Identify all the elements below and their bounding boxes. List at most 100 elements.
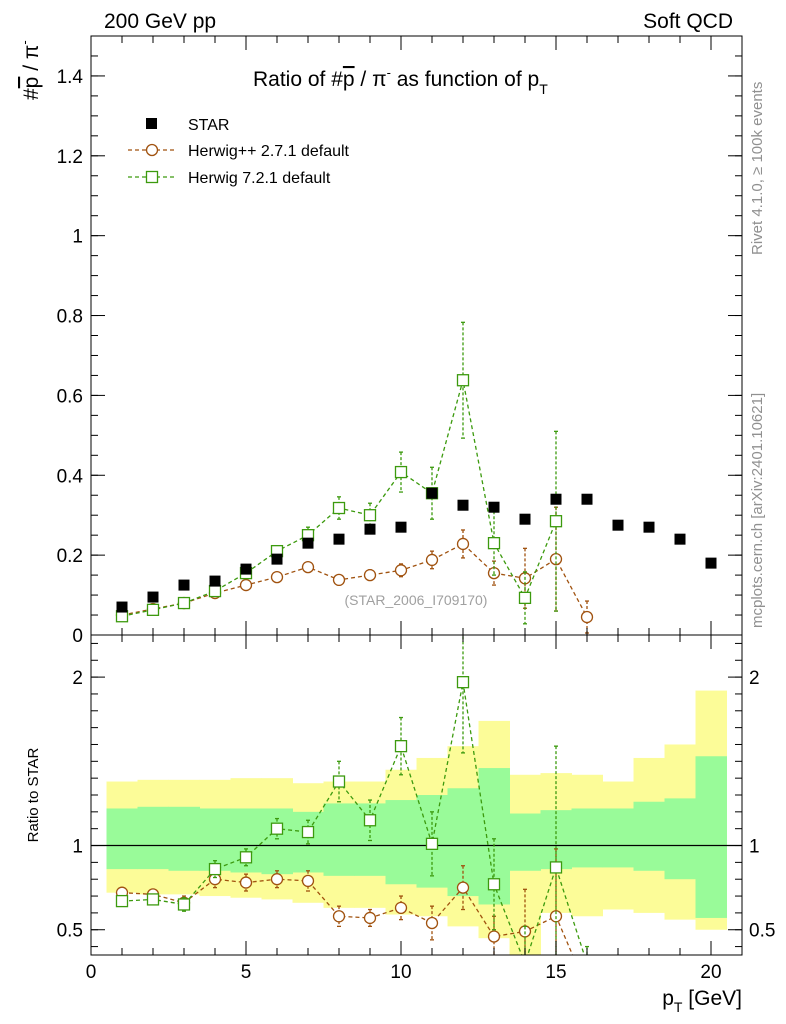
- title-post: as function of p: [391, 68, 539, 91]
- ratio-herwig-7-point: [549, 861, 563, 874]
- ratio-band-inner: [168, 806, 200, 871]
- ratio-ytick-label-right: 0.5: [749, 921, 775, 942]
- ratio-herwig-pp-point: [456, 881, 470, 894]
- ratio-herwig-pp-point: [332, 910, 346, 923]
- star-point: [116, 601, 128, 613]
- main-ytick-label: 1: [72, 227, 83, 248]
- herwig-pp-point: [239, 578, 253, 592]
- herwig-7-point: [332, 501, 346, 515]
- main-ytick-label: 1.4: [57, 67, 84, 88]
- ratio-axes: 0.5 0.51 12 20 5 10 15 20: [57, 635, 775, 983]
- herwig-pp-line: [121, 543, 588, 618]
- herwig-7-point: [394, 465, 408, 479]
- title-sup: -: [387, 65, 391, 80]
- xtick-label: 10: [390, 962, 411, 983]
- xlabel-post: [GeV]: [682, 987, 742, 1010]
- title-sub: T: [539, 81, 548, 97]
- star-point: [147, 591, 159, 603]
- herwig-pp-point: [456, 537, 470, 551]
- herwig-7-point: [518, 591, 532, 605]
- ratio-herwig-7-point: [363, 814, 377, 827]
- xtick-label: 20: [700, 962, 721, 983]
- ylabel-p: p: [20, 77, 43, 89]
- star-point: [364, 523, 376, 535]
- ratio-herwig-pp-point: [582, 983, 593, 994]
- ratio-band-inner: [633, 801, 665, 871]
- ratio-herwig-7-point: [115, 894, 129, 908]
- ratio-herwig-7-point: [582, 958, 593, 969]
- ratio-band-inner: [664, 798, 696, 880]
- ratio-band-inner: [447, 788, 479, 897]
- star-point: [395, 521, 407, 533]
- title-p: p: [343, 68, 355, 91]
- ratio-herwig-7-point: [394, 740, 408, 753]
- ratio-herwig-7-point: [270, 822, 284, 835]
- main-ytick-label: 0: [72, 626, 83, 647]
- ratio-herwig-pp-point: [301, 874, 315, 888]
- star-point: [612, 519, 624, 531]
- title-mid: / π: [355, 68, 387, 91]
- ratio-band-inner: [323, 803, 355, 876]
- ratio-herwig-7-point: [456, 676, 470, 689]
- ratio-band-inner: [106, 808, 138, 870]
- xtick-label: 0: [86, 962, 97, 983]
- header-left: 200 GeV pp: [104, 10, 216, 33]
- ratio-herwig-7-point: [520, 958, 531, 969]
- legend-label-herwig-7: Herwig 7.2.1 default: [188, 170, 331, 187]
- ratio-herwig-7-point: [487, 878, 501, 891]
- star-point: [674, 533, 686, 545]
- ratio-herwig-7-point: [425, 837, 439, 850]
- herwig-7-point: [549, 515, 563, 528]
- ratio-herwig-pp-point: [208, 873, 222, 886]
- main-ytick-label: 0.2: [57, 546, 83, 567]
- legend-marker-star: [146, 118, 157, 129]
- ratio-ytick-label-right: 2: [749, 668, 760, 689]
- main-axes: 0 0.2 0.4 0.6 0.8 1 1.2 1.4: [57, 35, 743, 647]
- ratio-band-inner: [137, 806, 169, 870]
- xlabel-sub: T: [674, 999, 683, 1015]
- ratio-ytick-label-left: 0.5: [57, 921, 83, 942]
- main-plot-area: [115, 321, 717, 634]
- ratio-herwig-pp-point: [425, 916, 439, 930]
- ratio-ytick-label-left: 2: [72, 668, 83, 689]
- star-point: [333, 533, 345, 545]
- ylabel-sup: -: [17, 40, 32, 44]
- main-ytick-label: 0.8: [57, 307, 83, 328]
- herwig-pp-point: [332, 573, 346, 587]
- main-ytick-label: 1.2: [57, 147, 83, 168]
- star-point: [240, 563, 252, 575]
- star-point: [550, 493, 562, 505]
- star-point: [209, 575, 221, 587]
- herwig-7-point: [363, 509, 377, 522]
- star-point: [488, 501, 500, 513]
- xtick-label: 5: [241, 962, 252, 983]
- xlabel: pT [GeV]: [662, 987, 742, 1015]
- star-point: [643, 521, 655, 533]
- analysis-watermark: (STAR_2006_I709170): [345, 592, 488, 608]
- ratio-ytick-label-right: 1: [749, 837, 760, 858]
- legend-entry-herwig-pp: Herwig++ 2.7.1 default: [128, 143, 350, 160]
- ratio-band-inner: [385, 800, 417, 885]
- ratio-herwig-pp-point: [239, 876, 253, 889]
- ratio-ylabel: Ratio to STAR: [25, 747, 42, 842]
- ratio-plot-area: [91, 635, 742, 994]
- herwig-pp-point: [270, 570, 284, 584]
- ratio-herwig-7-point: [146, 893, 160, 906]
- herwig-pp-point: [425, 553, 439, 567]
- legend: STAR Herwig++ 2.7.1 default Herwig 7.2.1…: [128, 117, 350, 187]
- ratio-band-inner: [571, 808, 603, 868]
- ratio-herwig-7-point: [177, 898, 191, 911]
- header-right: Soft QCD: [643, 10, 733, 33]
- ratio-herwig-pp-point: [270, 873, 284, 886]
- ratio-herwig-7-line: [121, 682, 585, 955]
- title-pre: Ratio of #: [253, 68, 343, 91]
- star-point: [271, 553, 283, 565]
- legend-marker-herwig-7: [145, 170, 159, 184]
- mcplots-label: mcplots.cern.ch [arXiv:2401.10621]: [749, 393, 766, 628]
- ratio-herwig-7-point: [301, 825, 315, 839]
- ratio-panel: 0.5 0.51 12 20 5 10 15 20 Ratio to STAR: [25, 634, 775, 994]
- ratio-herwig-7-point: [208, 862, 222, 876]
- ratio-herwig-7-point: [239, 851, 253, 864]
- legend-marker-herwig-pp: [145, 143, 159, 157]
- herwig-pp-point: [301, 560, 315, 574]
